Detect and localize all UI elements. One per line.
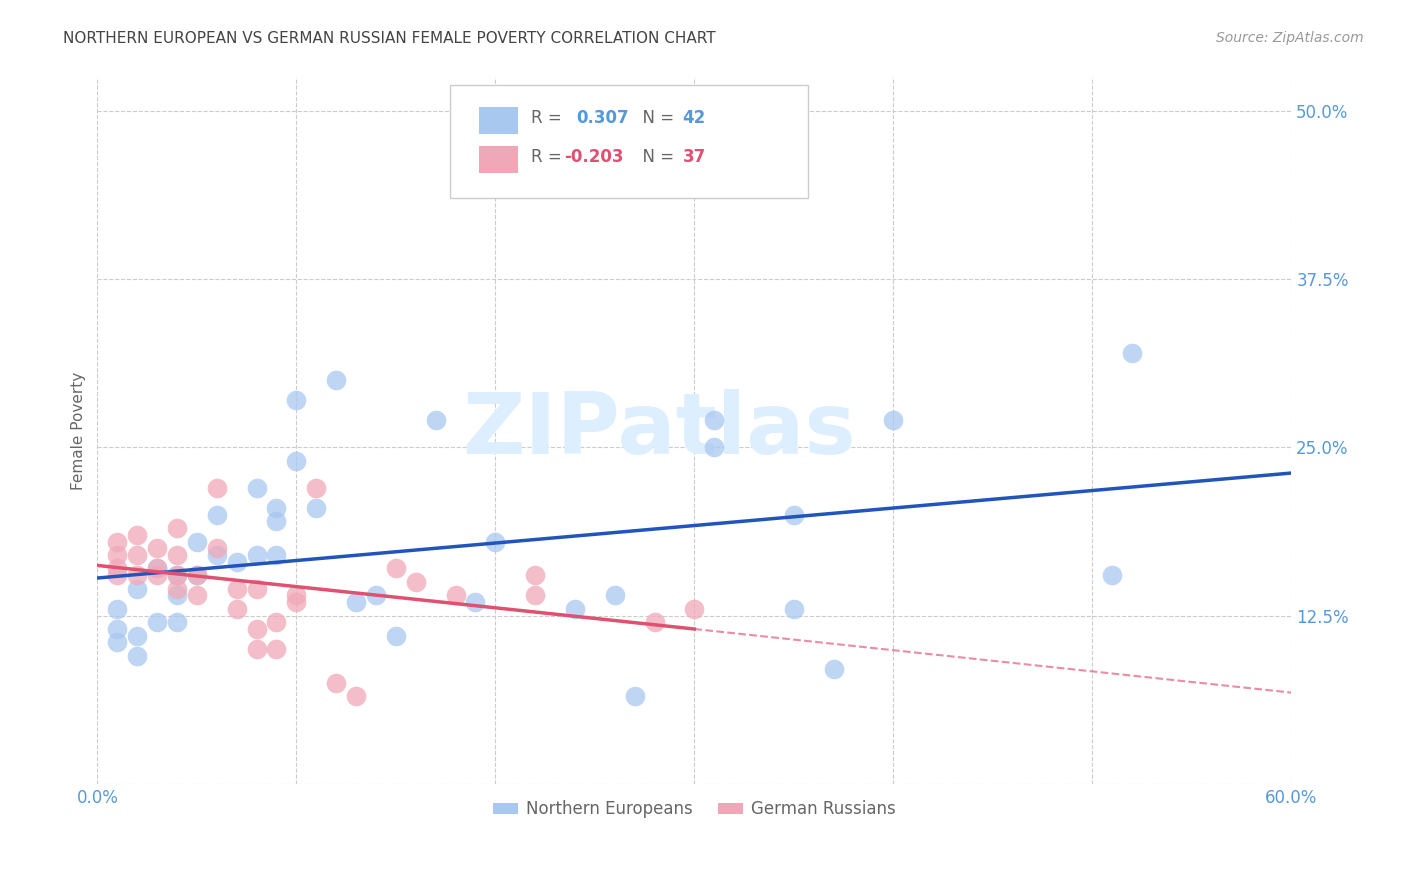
Point: [783, 508, 806, 522]
Point: [385, 561, 408, 575]
Text: 0.307: 0.307: [576, 110, 628, 128]
Point: [285, 454, 308, 468]
Point: [105, 548, 128, 562]
Point: [105, 561, 128, 575]
Point: [623, 690, 645, 704]
Point: [146, 561, 169, 575]
Point: [245, 622, 267, 636]
Point: [166, 568, 188, 582]
Point: [285, 393, 308, 408]
Point: [127, 648, 149, 663]
Point: [105, 534, 128, 549]
Point: [127, 582, 149, 596]
Point: [245, 481, 267, 495]
Text: ZIPatlas: ZIPatlas: [461, 389, 855, 472]
Point: [186, 568, 208, 582]
Point: [166, 521, 188, 535]
Point: [245, 582, 267, 596]
Point: [344, 595, 367, 609]
Point: [524, 588, 547, 602]
Text: NORTHERN EUROPEAN VS GERMAN RUSSIAN FEMALE POVERTY CORRELATION CHART: NORTHERN EUROPEAN VS GERMAN RUSSIAN FEMA…: [63, 31, 716, 46]
Point: [225, 582, 247, 596]
Point: [305, 481, 328, 495]
Point: [127, 548, 149, 562]
Text: R =: R =: [531, 110, 567, 128]
Point: [285, 588, 308, 602]
Point: [644, 615, 666, 630]
Point: [105, 635, 128, 649]
Point: [166, 588, 188, 602]
Point: [166, 568, 188, 582]
Text: N =: N =: [633, 148, 679, 166]
Text: -0.203: -0.203: [564, 148, 624, 166]
Point: [1121, 346, 1143, 360]
Point: [205, 548, 228, 562]
Point: [166, 548, 188, 562]
Point: [205, 541, 228, 556]
Point: [225, 602, 247, 616]
Point: [703, 413, 725, 427]
Point: [603, 588, 626, 602]
Point: [186, 534, 208, 549]
Point: [205, 508, 228, 522]
Y-axis label: Female Poverty: Female Poverty: [72, 371, 86, 490]
Point: [205, 481, 228, 495]
Point: [703, 441, 725, 455]
Point: [564, 602, 586, 616]
Point: [285, 595, 308, 609]
Point: [266, 615, 288, 630]
Point: [325, 373, 347, 387]
Point: [146, 561, 169, 575]
Point: [783, 602, 806, 616]
Point: [105, 568, 128, 582]
Point: [444, 588, 467, 602]
Point: [266, 515, 288, 529]
Text: N =: N =: [633, 110, 679, 128]
Point: [344, 690, 367, 704]
Point: [146, 568, 169, 582]
FancyBboxPatch shape: [450, 85, 808, 197]
Point: [823, 662, 845, 676]
Legend: Northern Europeans, German Russians: Northern Europeans, German Russians: [486, 794, 903, 825]
Point: [166, 615, 188, 630]
Point: [266, 548, 288, 562]
Point: [245, 642, 267, 657]
Point: [425, 413, 447, 427]
Text: 42: 42: [682, 110, 706, 128]
Point: [266, 500, 288, 515]
Point: [405, 574, 427, 589]
Point: [385, 629, 408, 643]
FancyBboxPatch shape: [479, 146, 517, 173]
Point: [105, 622, 128, 636]
Point: [305, 500, 328, 515]
Point: [484, 534, 506, 549]
Point: [364, 588, 387, 602]
Point: [146, 541, 169, 556]
Point: [186, 588, 208, 602]
FancyBboxPatch shape: [479, 107, 517, 134]
Point: [186, 568, 208, 582]
Point: [127, 629, 149, 643]
Point: [225, 555, 247, 569]
Point: [266, 642, 288, 657]
Point: [325, 676, 347, 690]
Point: [166, 582, 188, 596]
Point: [105, 602, 128, 616]
Point: [882, 413, 904, 427]
Text: R =: R =: [531, 148, 567, 166]
Point: [464, 595, 486, 609]
Point: [683, 602, 706, 616]
Point: [146, 615, 169, 630]
Point: [127, 568, 149, 582]
Point: [524, 568, 547, 582]
Point: [245, 548, 267, 562]
Point: [1101, 568, 1123, 582]
Text: Source: ZipAtlas.com: Source: ZipAtlas.com: [1216, 31, 1364, 45]
Point: [127, 528, 149, 542]
Text: 37: 37: [682, 148, 706, 166]
